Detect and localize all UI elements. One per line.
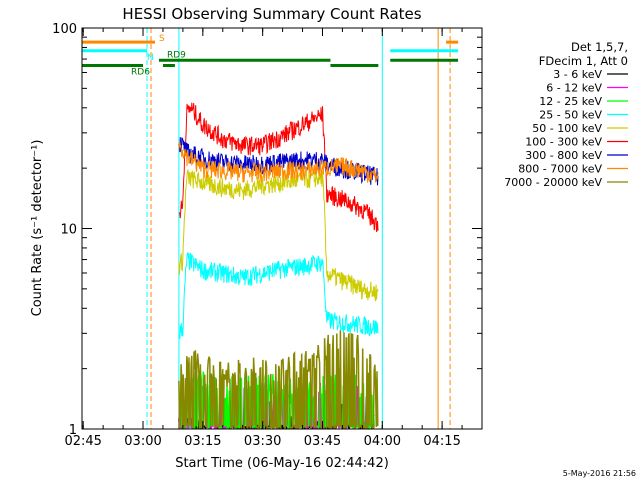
x-tick-label-6: 04:15: [423, 434, 460, 449]
flag-label-rd6: RD6: [131, 68, 150, 78]
x-tick-label-1: 03:00: [124, 434, 161, 449]
x-tick-label-3: 03:30: [244, 434, 281, 449]
legend-label-6: 300 - 800 keV: [525, 149, 602, 162]
series-line-3: [178, 251, 379, 339]
x-axis-label: Start Time (06-May-16 02:44:42): [175, 456, 389, 471]
chart-title: HESSI Observing Summary Count Rates: [122, 5, 421, 23]
series-line-4: [178, 168, 379, 302]
flag-label-rd9: RD9: [167, 50, 186, 60]
x-tick-label-4: 03:45: [304, 434, 341, 449]
flag-label-s: S: [159, 34, 165, 44]
legend-label-3: 25 - 50 keV: [539, 109, 602, 122]
y-axis-label: Count Rate (s⁻¹ detector⁻¹): [30, 140, 45, 317]
x-tick-label-2: 03:15: [184, 434, 221, 449]
x-tick-label-0: 02:45: [64, 434, 101, 449]
legend-label-8: 7000 - 20000 keV: [504, 176, 602, 189]
y-tick-label-0: 1: [69, 423, 77, 438]
x-tick-label-5: 04:00: [364, 434, 401, 449]
y-tick-label-2: 100: [52, 22, 77, 37]
series-line-8: [178, 330, 379, 429]
legend-label-1: 6 - 12 keV: [546, 82, 602, 95]
generated-timestamp: 5-May-2016 21:56: [563, 469, 636, 478]
legend-header-0: Det 1,5,7,: [571, 40, 628, 54]
series-line-5: [178, 102, 379, 233]
legend-label-4: 50 - 100 keV: [532, 122, 602, 135]
legend-label-5: 100 - 300 keV: [525, 136, 602, 149]
legend-label-7: 800 - 7000 keV: [518, 163, 602, 176]
legend-header-1: FDecim 1, Att 0: [539, 54, 628, 68]
y-tick-label-1: 10: [60, 223, 77, 238]
flag-label-n: N: [147, 53, 154, 63]
legend-label-2: 12 - 25 keV: [539, 95, 602, 108]
legend-label-0: 3 - 6 keV: [553, 68, 602, 81]
series-line-7: [178, 141, 379, 183]
